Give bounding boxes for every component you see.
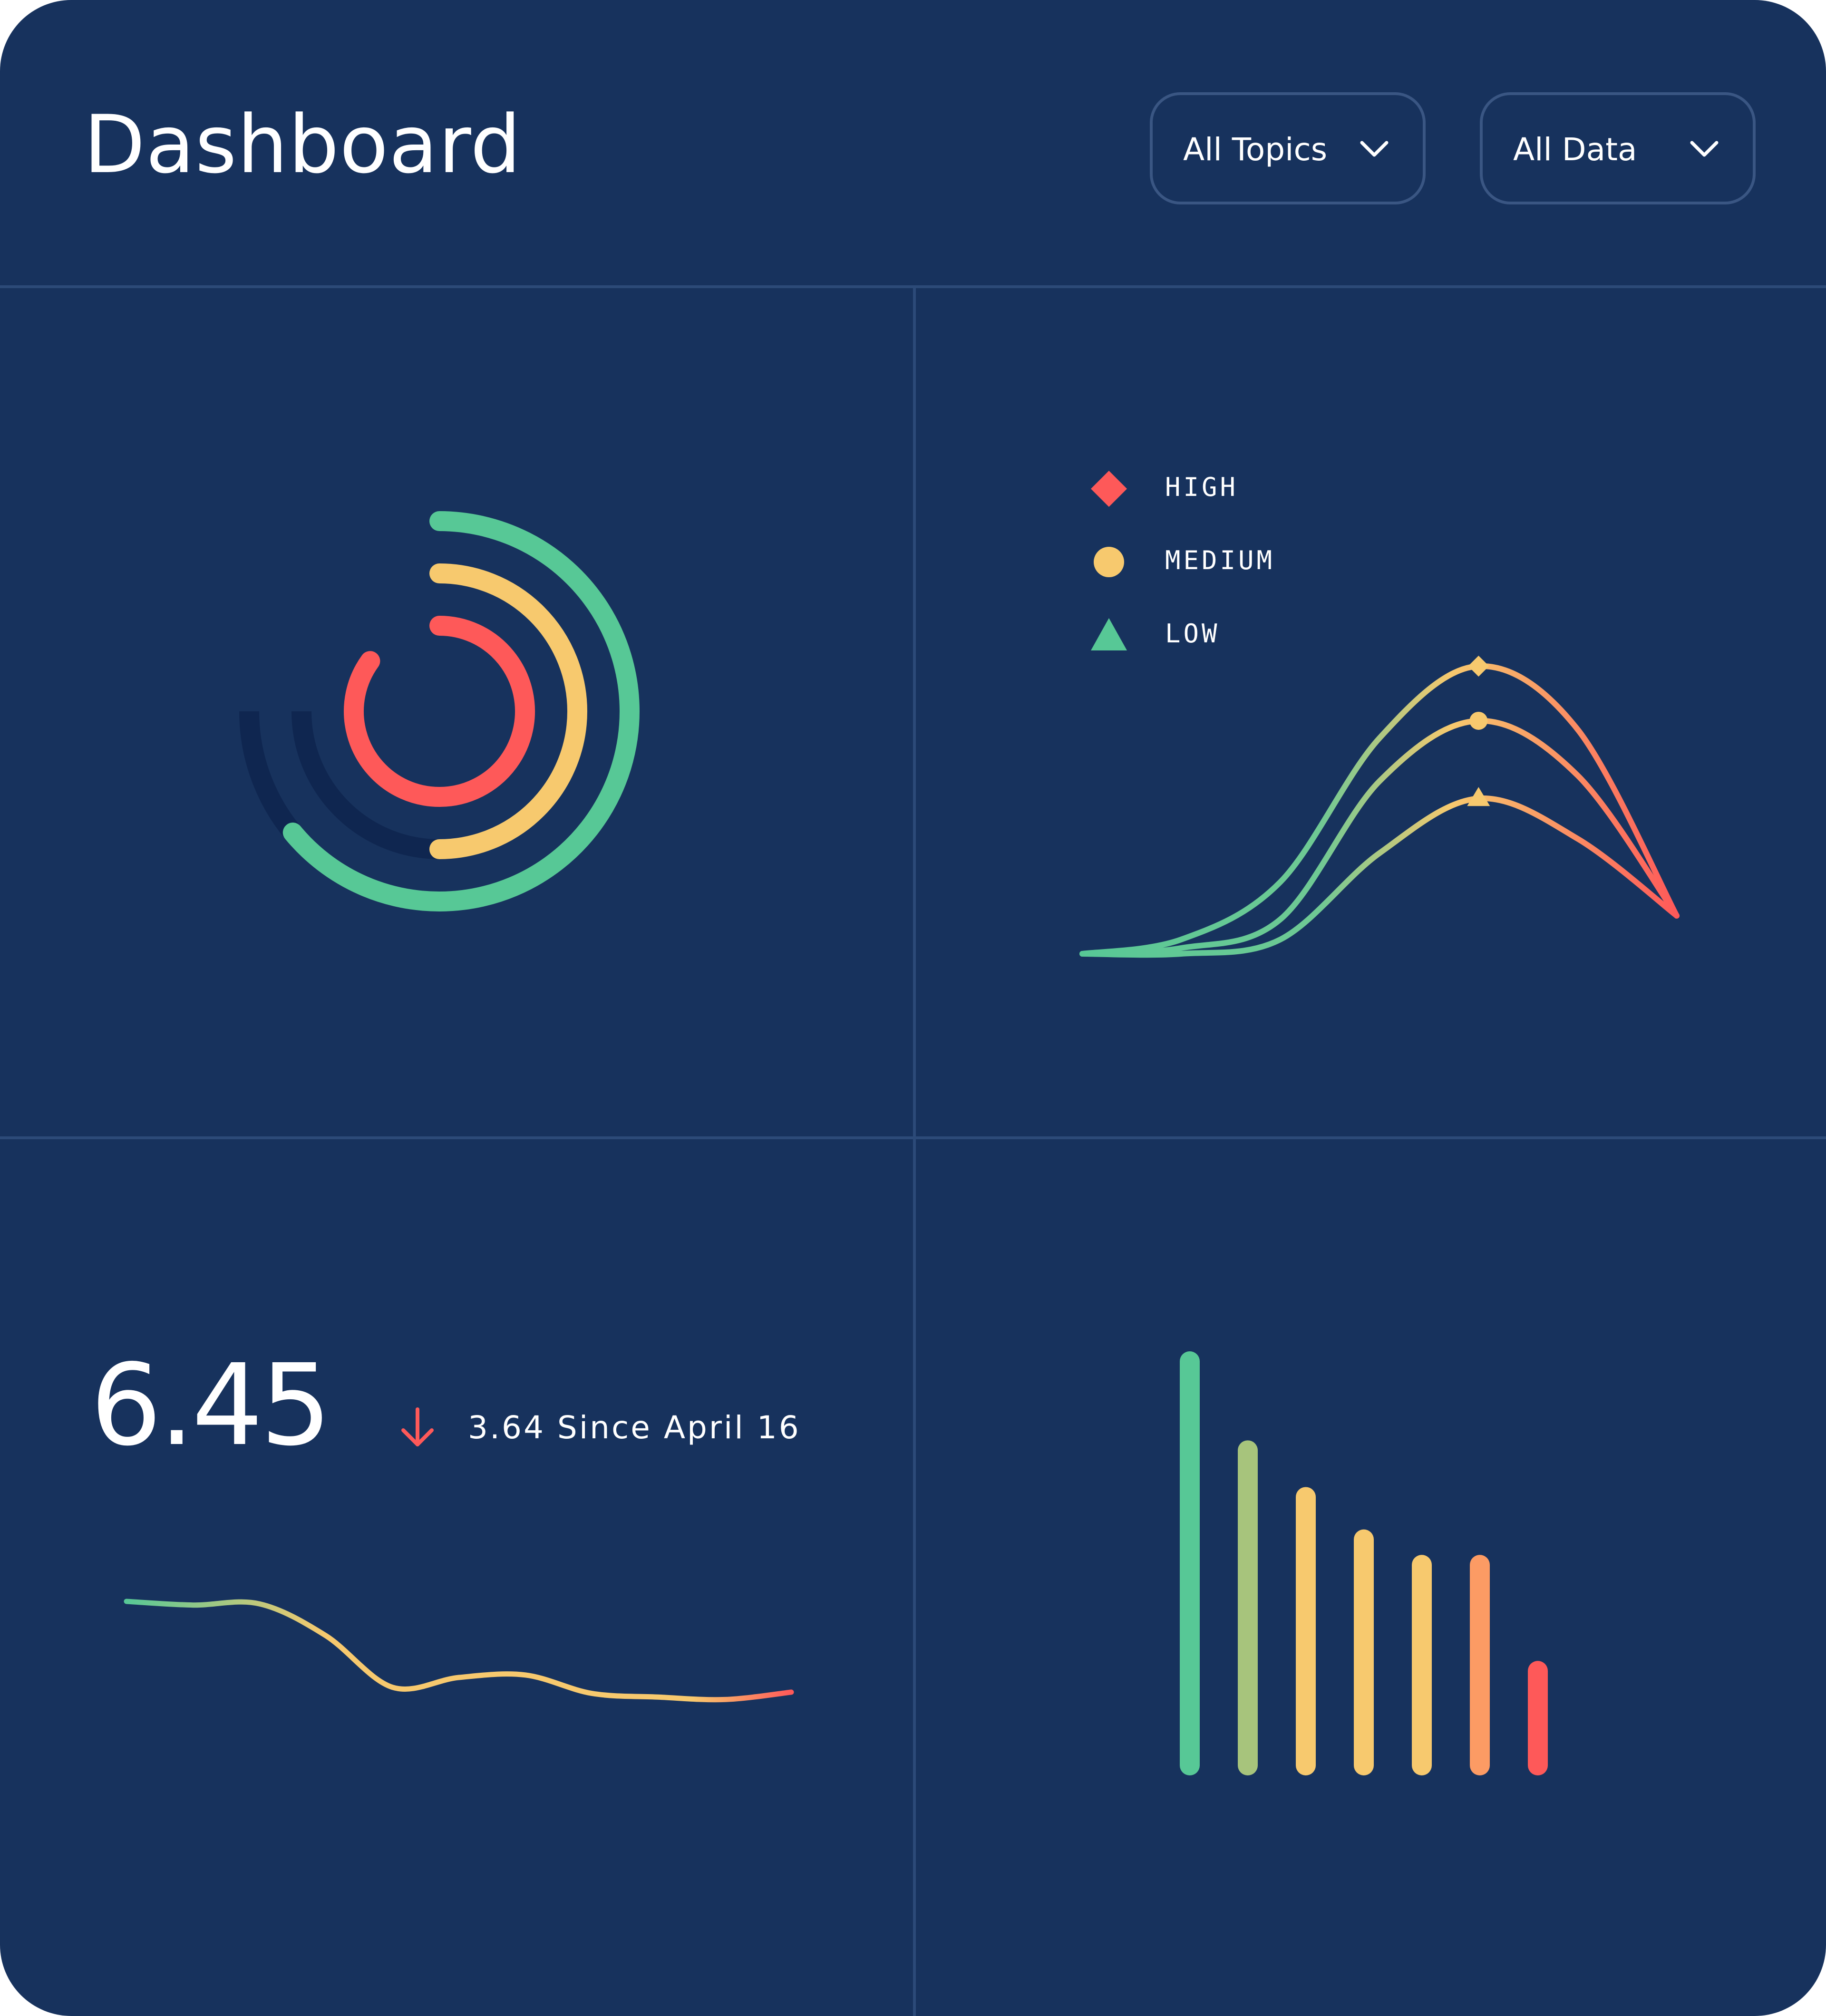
- legend-label-medium: MEDIUM: [1165, 545, 1275, 575]
- topics-dropdown[interactable]: All Topics: [1150, 92, 1426, 204]
- vertical-divider: [913, 287, 916, 2016]
- radial-ring-inner: [344, 616, 535, 807]
- chevron-down-icon: [1360, 141, 1389, 157]
- bar-6: [1470, 1555, 1490, 1775]
- radial-chart: [239, 511, 640, 911]
- curve-peak-marker-high: [1468, 656, 1489, 677]
- sparkline-chart: [124, 1599, 794, 1703]
- bar-chart-panel: [916, 1139, 1826, 2016]
- legend-marker-low: [1091, 618, 1127, 650]
- bar-7: [1528, 1661, 1548, 1775]
- header-divider: [0, 285, 1826, 288]
- bar-3: [1296, 1487, 1316, 1775]
- radial-ring-middle: [429, 563, 587, 859]
- legend-marker-medium: [1094, 547, 1124, 577]
- kpi-delta-text: 3.64 Since April 16: [468, 1409, 801, 1446]
- chevron-down-icon: [1690, 141, 1719, 157]
- curve-peak-marker-low: [1467, 787, 1490, 806]
- curve-series-high: [1079, 663, 1680, 957]
- bar-4: [1354, 1529, 1374, 1775]
- data-dropdown[interactable]: All Data: [1480, 92, 1756, 204]
- arrow-down-icon: [401, 1407, 434, 1446]
- curve-chart: [1079, 471, 1680, 958]
- curve-chart-panel: HIGH MEDIUM LOW: [916, 288, 1826, 1136]
- sparkline-series: [124, 1599, 794, 1703]
- topics-dropdown-label: All Topics: [1183, 131, 1328, 168]
- curve-peak-marker-medium: [1469, 711, 1488, 730]
- radial-ring-outer: [282, 511, 640, 911]
- sparkline-panel: [0, 1139, 913, 2016]
- bar-5: [1412, 1555, 1432, 1775]
- legend-label-high: HIGH: [1165, 472, 1239, 502]
- bar-chart: [1180, 1351, 1548, 1775]
- bar-2: [1238, 1440, 1258, 1775]
- legend-marker-high: [1091, 471, 1127, 507]
- data-dropdown-label: All Data: [1513, 131, 1637, 168]
- radial-chart-panel: [0, 288, 913, 1136]
- curve-series-medium: [1079, 717, 1680, 957]
- bar-1: [1180, 1351, 1200, 1775]
- legend-label-low: LOW: [1165, 619, 1220, 649]
- radial-track-middle: [291, 711, 440, 859]
- dashboard-header: Dashboard All Topics All Data: [0, 0, 1826, 287]
- curve-series-low: [1079, 795, 1680, 958]
- kpi-value: 6.45: [90, 1340, 331, 1471]
- page-title: Dashboard: [84, 98, 522, 191]
